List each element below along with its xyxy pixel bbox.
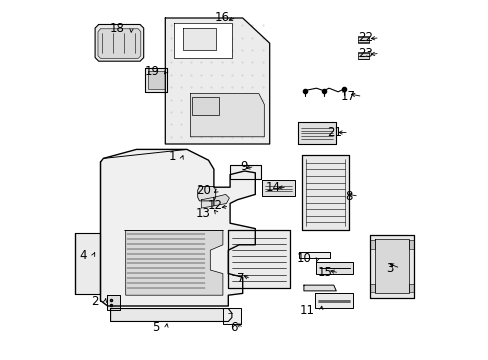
Text: 7: 7 xyxy=(237,273,244,285)
Text: 14: 14 xyxy=(265,181,280,194)
Polygon shape xyxy=(369,284,374,292)
Polygon shape xyxy=(98,29,141,58)
Polygon shape xyxy=(314,293,352,308)
Polygon shape xyxy=(299,252,329,258)
Polygon shape xyxy=(165,18,269,144)
Polygon shape xyxy=(223,308,241,324)
Text: 2: 2 xyxy=(91,295,99,308)
Text: 23: 23 xyxy=(358,47,373,60)
Text: 10: 10 xyxy=(296,252,310,265)
Polygon shape xyxy=(408,284,413,292)
Text: 18: 18 xyxy=(110,22,125,35)
Polygon shape xyxy=(369,240,374,249)
Text: 17: 17 xyxy=(341,90,355,103)
Polygon shape xyxy=(201,197,213,208)
Text: 13: 13 xyxy=(195,207,210,220)
Polygon shape xyxy=(183,28,215,50)
Polygon shape xyxy=(95,24,143,61)
Text: 8: 8 xyxy=(345,190,352,203)
Text: 11: 11 xyxy=(299,304,314,317)
Polygon shape xyxy=(230,165,260,179)
Text: 16: 16 xyxy=(215,11,230,24)
Bar xyxy=(192,97,219,115)
Polygon shape xyxy=(228,230,289,288)
Text: 12: 12 xyxy=(207,199,223,212)
Polygon shape xyxy=(174,23,231,58)
Text: 9: 9 xyxy=(240,160,247,173)
Text: 21: 21 xyxy=(327,126,342,139)
Text: 4: 4 xyxy=(79,249,87,262)
Text: 5: 5 xyxy=(152,321,160,334)
Text: 20: 20 xyxy=(196,184,211,197)
Polygon shape xyxy=(190,94,264,137)
Polygon shape xyxy=(369,235,413,298)
Polygon shape xyxy=(197,186,215,201)
Polygon shape xyxy=(374,239,408,293)
Text: 19: 19 xyxy=(144,65,160,78)
Polygon shape xyxy=(107,295,120,310)
Polygon shape xyxy=(75,233,101,294)
Polygon shape xyxy=(303,285,336,291)
Bar xyxy=(357,36,368,43)
Polygon shape xyxy=(297,122,336,144)
Bar xyxy=(357,52,368,59)
Polygon shape xyxy=(213,194,229,206)
Polygon shape xyxy=(316,262,352,274)
Polygon shape xyxy=(261,180,294,196)
Text: 6: 6 xyxy=(229,321,237,334)
Text: 15: 15 xyxy=(317,266,332,279)
Polygon shape xyxy=(110,309,231,321)
Polygon shape xyxy=(408,240,413,249)
Text: 22: 22 xyxy=(358,31,373,44)
Text: 1: 1 xyxy=(168,150,176,163)
Polygon shape xyxy=(125,230,223,295)
Polygon shape xyxy=(145,68,167,92)
Text: 3: 3 xyxy=(386,262,393,275)
Polygon shape xyxy=(302,155,348,230)
Polygon shape xyxy=(101,149,255,306)
Polygon shape xyxy=(148,71,164,89)
